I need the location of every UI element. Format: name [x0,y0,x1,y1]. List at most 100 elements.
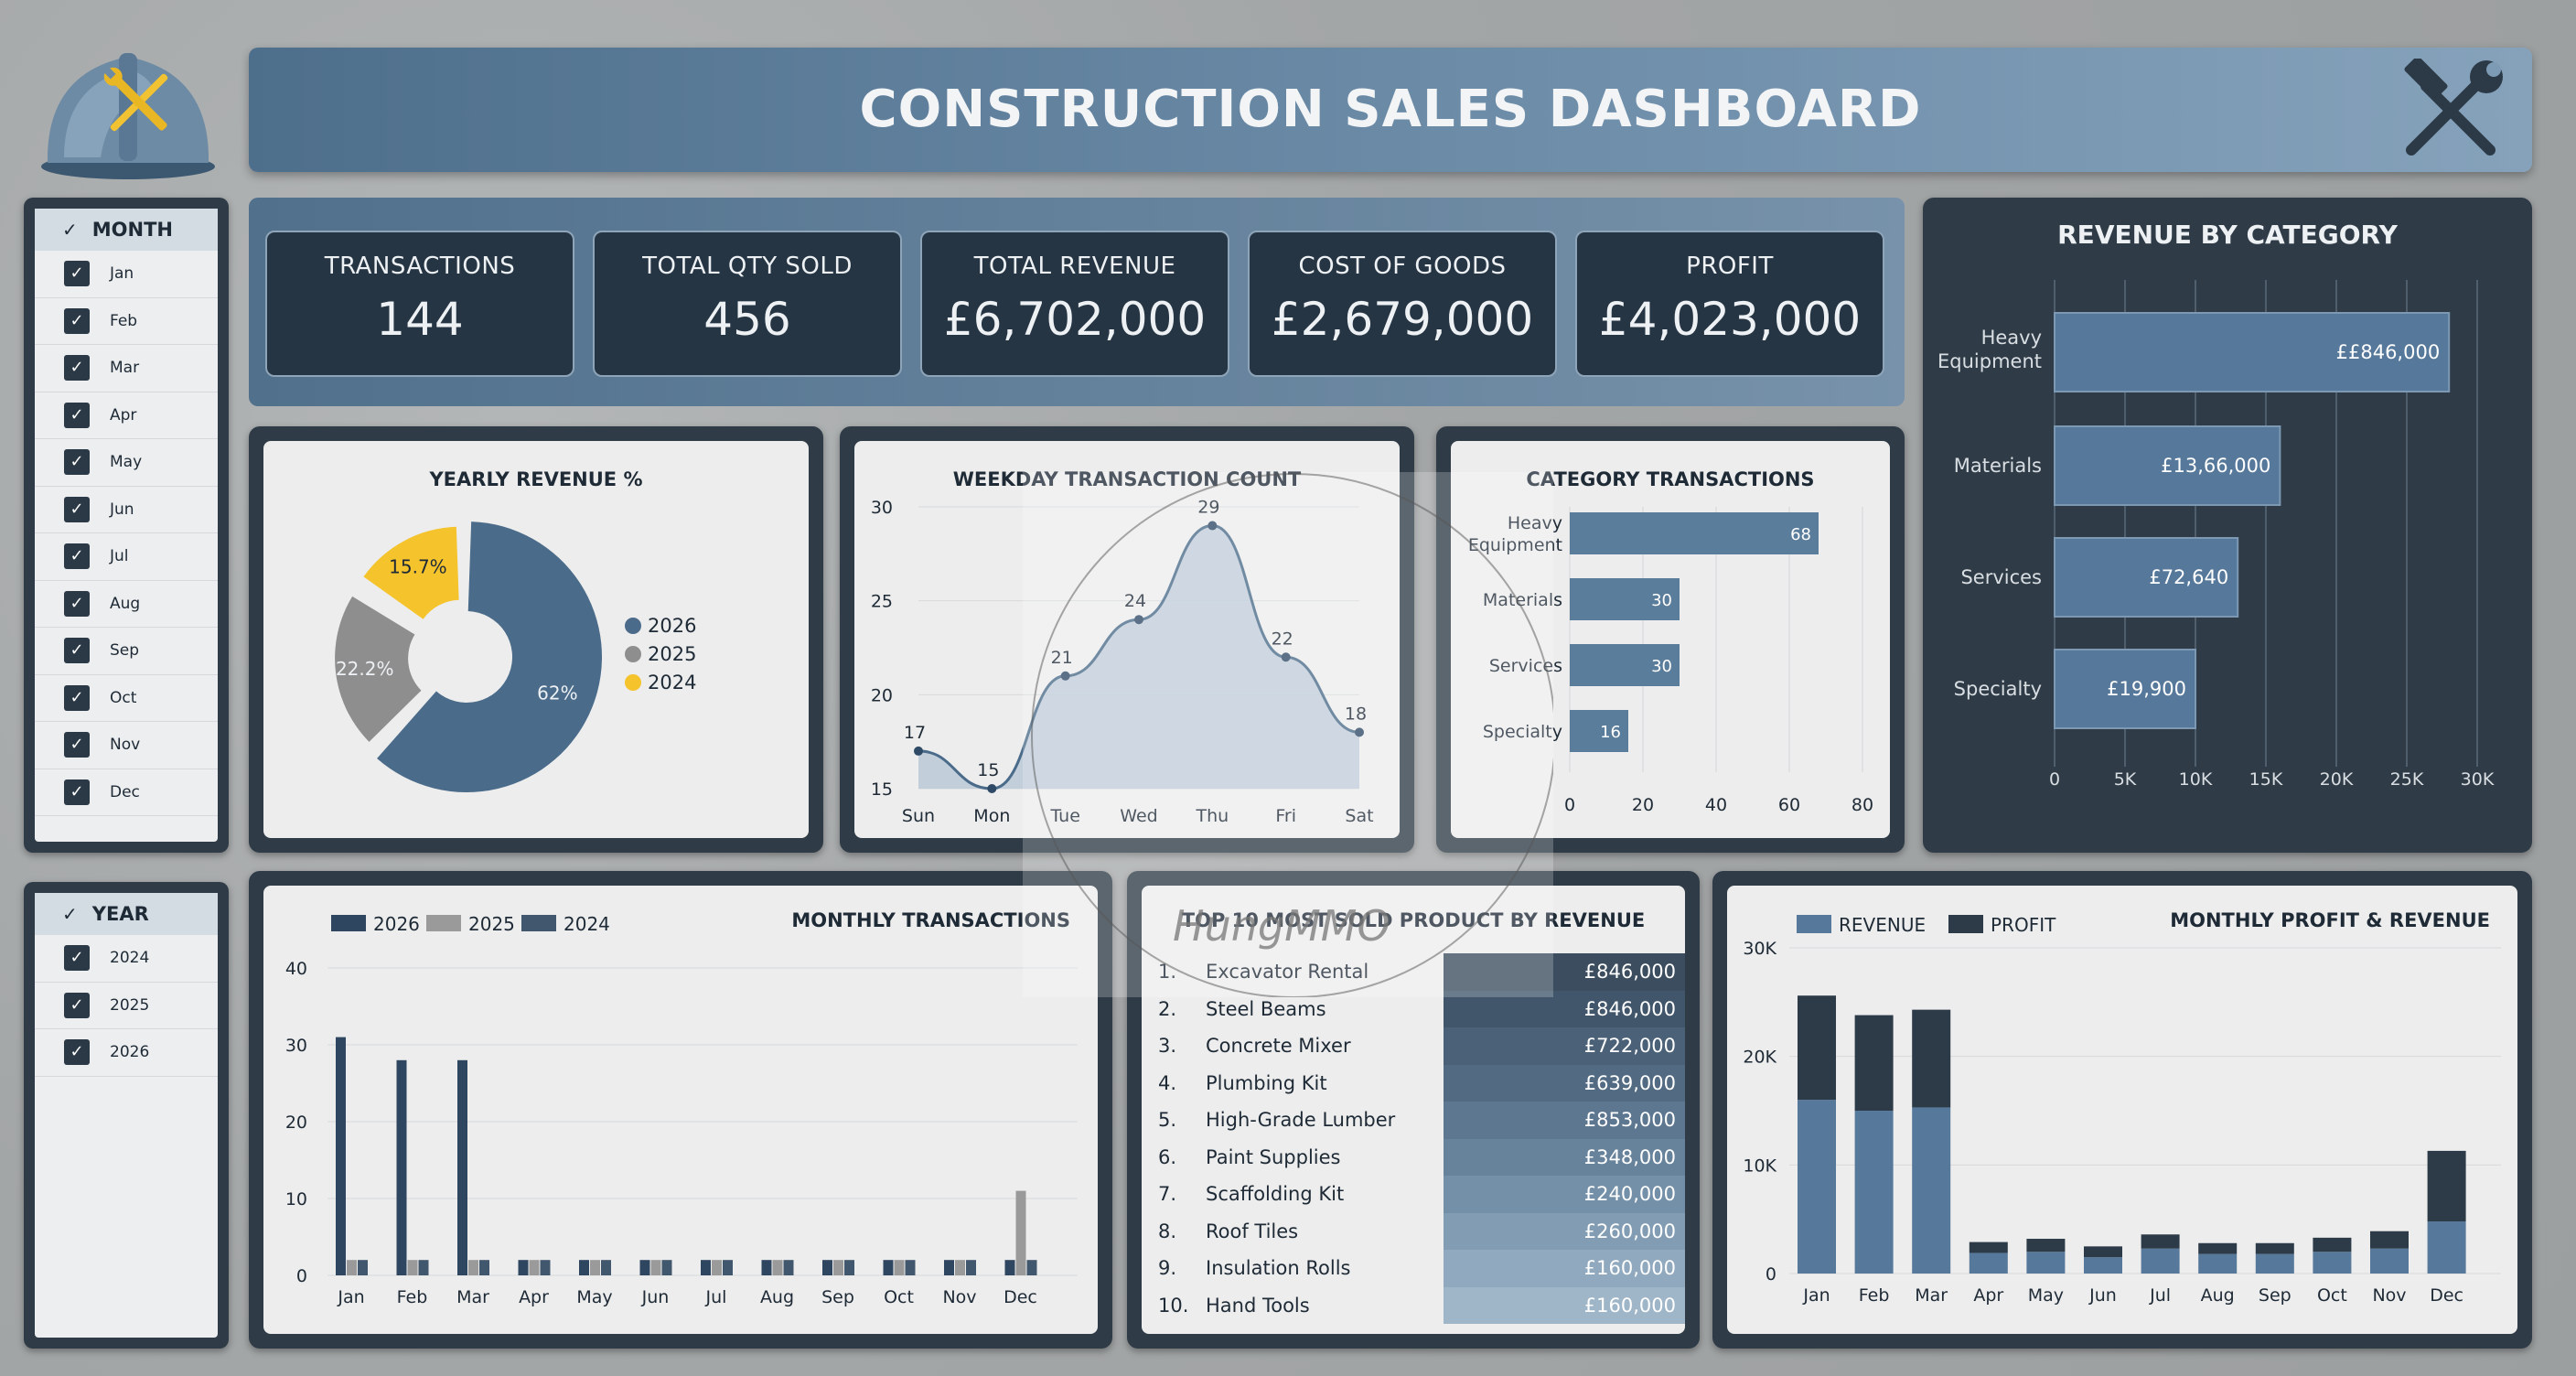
year-slicer-header[interactable]: ✓ YEAR [35,893,218,935]
x-tick-label: Aug [2201,1285,2235,1306]
month-item-nov[interactable]: ✓ Nov [35,722,218,769]
table-row[interactable]: 4. Plumbing Kit £639,000 [1142,1064,1685,1102]
data-label: £19,900 [2107,678,2186,700]
month-item-aug[interactable]: ✓ Aug [35,581,218,628]
checkbox-checked-icon[interactable]: ✓ [64,638,90,664]
bar-2025-jun [650,1260,661,1275]
checkbox-checked-icon[interactable]: ✓ [64,261,90,287]
product-rank: 2. [1158,997,1177,1020]
x-tick-label: Nov [942,1287,976,1307]
year-item-2024[interactable]: ✓ 2024 [35,935,218,983]
data-point [1281,652,1291,662]
checkbox-checked-icon[interactable]: ✓ [64,590,90,617]
kpi-label: PROFIT [1686,253,1774,280]
bar-2026-oct [883,1260,894,1275]
month-item-label: Apr [110,405,137,425]
data-label: 17 [904,723,926,743]
y-tick-label: Specialty [1483,722,1562,742]
year-item-2026[interactable]: ✓ 2026 [35,1029,218,1077]
table-row[interactable]: 7. Scaffolding Kit £240,000 [1142,1176,1685,1213]
checkbox-checked-icon[interactable]: ✓ [64,684,90,711]
y-tick-label: 0 [1766,1264,1776,1285]
x-tick-label: Oct [884,1287,914,1307]
top-products-table: 1. Excavator Rental £846,000 2. Steel Beams £… [1142,953,1685,1328]
yearly-revenue-panel: YEARLY REVENUE % 62% 22.2% 15.7% 2026 2025 20… [249,426,823,853]
checkbox-checked-icon[interactable]: ✓ [64,449,90,476]
bar-2024-aug [783,1260,794,1275]
table-row[interactable]: 8. Roof Tiles £260,000 [1142,1212,1685,1250]
data-label: 30 [1651,657,1672,676]
table-row[interactable]: 3. Concrete Mixer £722,000 [1142,1027,1685,1065]
table-row[interactable]: 5. High-Grade Lumber £853,000 [1142,1102,1685,1139]
x-tick-label: Sep [821,1287,854,1307]
checkbox-checked-icon[interactable]: ✓ [64,543,90,570]
y-tick-label: 10 [285,1189,307,1209]
legend-entry: 2026 [373,913,420,935]
month-item-may[interactable]: ✓ May [35,439,218,487]
month-item-jun[interactable]: ✓ Jun [35,487,218,533]
bar-2025-dec [1015,1190,1026,1275]
month-item-dec[interactable]: ✓ Dec [35,769,218,816]
bar-profit-dec [2427,1150,2466,1222]
table-row[interactable]: 10. Hand Tools £160,000 [1142,1286,1685,1324]
month-item-sep[interactable]: ✓ Sep [35,628,218,675]
product-name: Roof Tiles [1206,1220,1299,1242]
data-label: 18 [1345,704,1367,724]
checkbox-checked-icon[interactable]: ✓ [64,779,90,805]
product-name: Insulation Rolls [1206,1257,1351,1280]
data-point [1208,521,1218,531]
checkbox-checked-icon[interactable]: ✓ [64,496,90,522]
kpi-profit: PROFIT £4,023,000 [1575,231,1884,377]
y-tick-label: 20K [1743,1048,1776,1068]
checkbox-checked-icon[interactable]: ✓ [64,1039,90,1066]
bar-revenue-sep [2255,1253,2294,1274]
month-item-jan[interactable]: ✓ Jan [35,251,218,298]
x-tick-label: May [576,1287,612,1307]
product-revenue: £846,000 [1444,953,1685,991]
month-item-oct[interactable]: ✓ Oct [35,675,218,722]
month-item-jul[interactable]: ✓ Jul [35,533,218,581]
revenue-by-category-panel: REVENUE BY CATEGORY 0 5K 10K 15K 20K 25K 30K ££… [1923,198,2532,853]
x-tick-label: Feb [1859,1285,1890,1306]
checkbox-checked-icon[interactable]: ✓ [64,355,90,382]
weekday-panel: WEEKDAY TRANSACTION COUNT 15 20 25 30 17 Sun 1… [840,426,1414,853]
table-row[interactable]: 2. Steel Beams £846,000 [1142,990,1685,1027]
checkbox-checked-icon[interactable]: ✓ [64,307,90,334]
kpi-label: COST OF GOODS [1298,253,1507,280]
bar-revenue-jul [2141,1248,2180,1274]
bar-profit-feb [1854,1015,1894,1111]
bar-profit-jul [2141,1234,2180,1249]
x-tick-label: 10K [2179,769,2213,790]
table-row[interactable]: 9. Insulation Rolls £160,000 [1142,1250,1685,1287]
bar-2 [1570,644,1680,686]
month-item-apr[interactable]: ✓ Apr [35,392,218,439]
product-revenue: £260,000 [1444,1212,1685,1250]
legend-marker-2024 [625,674,641,691]
year-item-2025[interactable]: ✓ 2025 [35,983,218,1029]
x-tick-label: Apr [519,1287,549,1307]
table-row[interactable]: 6. Paint Supplies £348,000 [1142,1138,1685,1176]
checkbox-checked-icon[interactable]: ✓ [64,945,90,972]
table-row[interactable]: 1. Excavator Rental £846,000 [1142,953,1685,991]
monthly-transactions-chart: 0 10 20 30 40 Jan Feb Mar Apr May Jun Jul Aug Sep Oct N… [285,913,1078,1307]
kpi-label: TRANSACTIONS [324,253,516,280]
product-rank: 5. [1158,1109,1177,1132]
month-item-feb[interactable]: ✓ Feb [35,298,218,345]
checkbox-checked-icon[interactable]: ✓ [64,992,90,1018]
month-slicer-header[interactable]: ✓ MONTH [35,209,218,251]
bar-3 [2054,649,2196,729]
x-tick-label: Sun [902,806,935,826]
category-transactions-panel: CATEGORY TRANSACTIONS 0 20 40 60 80 68 Heavy Eq… [1436,426,1905,853]
checkbox-checked-icon[interactable]: ✓ [64,732,90,758]
checkbox-checked-icon[interactable]: ✓ [64,402,90,428]
monthly-transactions-panel: MONTHLY TRANSACTIONS 0 10 20 30 40 Jan Feb Mar A… [249,871,1112,1349]
product-rank: 7. [1158,1183,1177,1206]
legend-marker-2025 [426,915,461,931]
x-tick-label: Oct [2317,1285,2347,1306]
x-tick-label: 0 [2049,769,2060,790]
bar-2026-may [579,1260,589,1275]
year-item-label: 2025 [110,995,150,1015]
month-item-mar[interactable]: ✓ Mar [35,345,218,392]
y-tick-label: 0 [296,1266,307,1286]
